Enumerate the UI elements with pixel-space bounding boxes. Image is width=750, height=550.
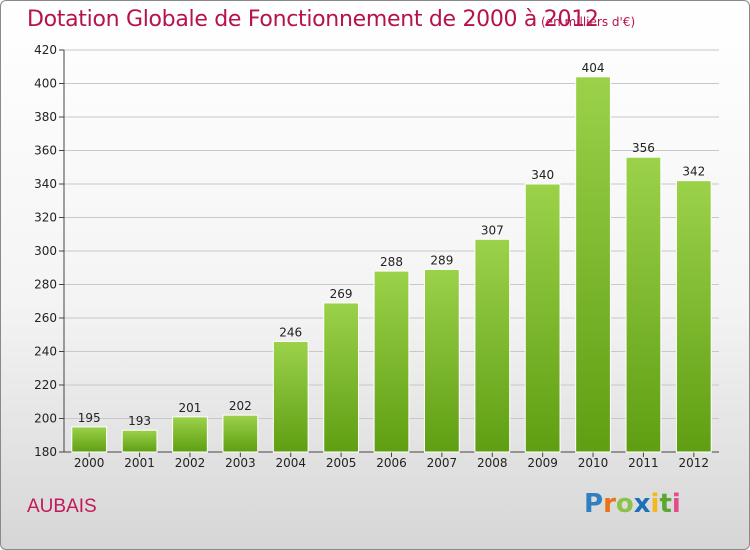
data-label: 356 [632, 141, 655, 155]
bar [222, 414, 259, 453]
y-tick-label: 300 [34, 244, 57, 258]
x-tick-label: 2003 [225, 456, 256, 470]
y-tick-label: 220 [34, 378, 57, 392]
bar [524, 183, 561, 453]
bar [474, 238, 511, 453]
y-tick-label: 260 [34, 311, 57, 325]
logo-letter: r [603, 489, 616, 519]
y-tick-label: 340 [34, 177, 57, 191]
chart-title: Dotation Globale de Fonctionnement de 20… [27, 7, 599, 32]
x-tick-label: 2006 [376, 456, 407, 470]
data-label: 289 [430, 253, 453, 267]
commune-name: AUBAIS [27, 496, 97, 517]
y-tick-label: 380 [34, 110, 57, 124]
bar [424, 268, 460, 453]
logo-letter: i [650, 489, 660, 519]
data-label: 342 [682, 165, 705, 179]
x-tick-label: 2002 [175, 456, 206, 470]
x-tick-label: 2012 [679, 456, 710, 470]
x-tick-label: 2009 [527, 456, 558, 470]
data-label: 340 [531, 168, 554, 182]
data-label: 193 [128, 414, 151, 428]
logo-letter: t [659, 489, 672, 519]
y-tick-label: 280 [34, 278, 57, 292]
x-tick-label: 2008 [477, 456, 508, 470]
data-label: 201 [179, 401, 202, 415]
bar [323, 302, 359, 453]
logo-letter: x [633, 489, 651, 519]
y-tick-label: 420 [34, 43, 57, 57]
bar [272, 340, 309, 453]
data-label: 307 [481, 223, 504, 237]
data-label: 202 [229, 399, 252, 413]
y-tick-label: 180 [34, 445, 57, 459]
x-tick-label: 2010 [578, 456, 609, 470]
y-tick-label: 400 [34, 77, 57, 91]
x-tick-label: 2011 [628, 456, 659, 470]
data-labels: 195 193 201 202 246 269 288 289 307 340 404 356 342 [78, 61, 706, 428]
data-label: 269 [330, 287, 353, 301]
bar [675, 180, 712, 453]
y-tick-label: 200 [34, 412, 57, 426]
x-tick-label: 2000 [74, 456, 105, 470]
x-tick-label: 2001 [124, 456, 155, 470]
y-tick-labels: 180 200 220 240 260 280 300 320 340 360 380 400 420 [34, 43, 57, 459]
bars [71, 76, 712, 453]
logo-letter: P [584, 489, 604, 519]
logo-letter: i [671, 489, 681, 519]
data-label: 195 [78, 411, 101, 425]
y-tick-label: 240 [34, 345, 57, 359]
bar [575, 76, 611, 453]
data-label: 404 [582, 61, 605, 75]
bar [625, 156, 662, 453]
x-tick-label: 2005 [326, 456, 357, 470]
bar [121, 429, 158, 453]
bar [172, 416, 208, 453]
y-tick-label: 360 [34, 144, 57, 158]
y-tick-label: 320 [34, 211, 57, 225]
data-label: 288 [380, 255, 403, 269]
proxiti-logo: Proxiti [584, 489, 694, 523]
logo-letter: o [615, 489, 634, 519]
x-tick-label: 2004 [275, 456, 306, 470]
chart-subtitle: (en milliers d'€) [541, 15, 636, 29]
x-tick-label: 2007 [427, 456, 458, 470]
bar [71, 426, 108, 453]
bar [373, 270, 410, 453]
x-tick-labels: 2000 2001 2002 2003 2004 2005 2006 2007 2008 2009… [74, 456, 709, 470]
data-label: 246 [279, 325, 302, 339]
